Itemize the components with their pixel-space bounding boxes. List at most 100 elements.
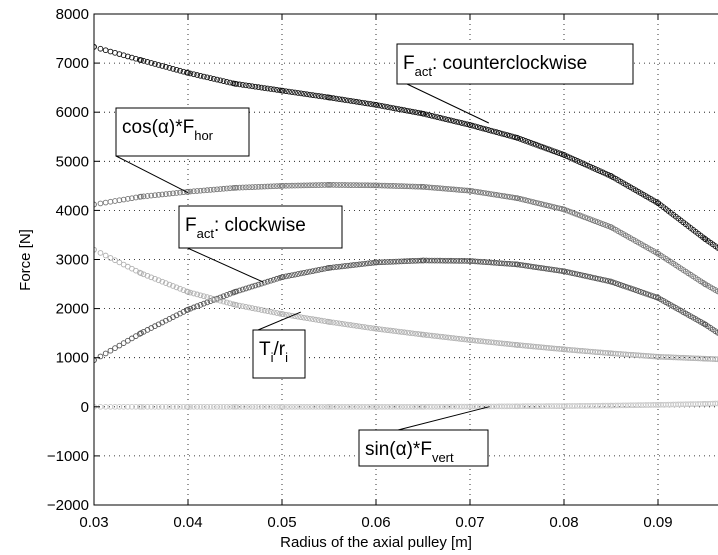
- data-point: [477, 124, 484, 131]
- data-point: [407, 183, 413, 190]
- x-tick-label: 0.07: [455, 514, 484, 531]
- data-point: [461, 120, 468, 127]
- data-point: [530, 263, 537, 270]
- data-point: [498, 130, 505, 137]
- data-point: [535, 142, 542, 149]
- data-point: [387, 403, 394, 410]
- data-point: [517, 342, 524, 349]
- data-point: [533, 141, 539, 148]
- y-tick-label: 3000: [56, 252, 89, 269]
- data-point: [227, 300, 233, 307]
- data-point: [456, 335, 462, 342]
- data-point: [336, 320, 343, 327]
- data-point: [423, 184, 430, 190]
- data-point: [364, 182, 371, 189]
- data-point: [159, 63, 166, 69]
- y-tick-label: −2000: [47, 497, 89, 514]
- data-point: [152, 192, 158, 199]
- data-point: [381, 326, 388, 333]
- data-point: [448, 186, 454, 193]
- data-point: [469, 258, 476, 265]
- data-point: [525, 263, 531, 269]
- data-point: [496, 192, 502, 199]
- data-point: [453, 118, 460, 125]
- data-point: [148, 192, 155, 199]
- data-point: [655, 200, 661, 206]
- data-point: [597, 220, 604, 226]
- data-point: [120, 196, 127, 203]
- data-point: [592, 218, 599, 225]
- data-point: [220, 185, 227, 192]
- data-point: [163, 191, 169, 197]
- data-point: [270, 403, 277, 410]
- data-point: [112, 257, 118, 264]
- data-point: [220, 78, 227, 84]
- data-point: [301, 314, 307, 321]
- data-point: [434, 403, 441, 410]
- data-point: [458, 120, 465, 126]
- data-point: [442, 116, 449, 122]
- data-point: [520, 342, 526, 349]
- data-point: [223, 185, 230, 192]
- data-point: [347, 262, 354, 269]
- data-point: [390, 258, 397, 265]
- data-point: [642, 290, 649, 297]
- data-point: [277, 403, 283, 410]
- data-point: [194, 188, 201, 194]
- data-point: [210, 296, 217, 302]
- data-point: [574, 211, 581, 218]
- y-axis-label: Force [N]: [17, 229, 34, 291]
- data-point: [190, 304, 197, 311]
- data-point: [116, 403, 123, 410]
- grid: [94, 14, 718, 505]
- data-point: [395, 106, 402, 112]
- data-point: [420, 403, 426, 410]
- data-point: [194, 72, 201, 78]
- data-point: [350, 182, 357, 188]
- data-point: [448, 257, 454, 264]
- data-point: [140, 58, 147, 64]
- data-point: [407, 108, 413, 115]
- data-point: [185, 70, 191, 76]
- data-point: [292, 182, 298, 189]
- data-point: [522, 262, 529, 269]
- data-point: [702, 355, 708, 362]
- data-point: [434, 257, 441, 264]
- data-point: [393, 403, 399, 410]
- data-point: [197, 292, 204, 299]
- data-point: [166, 281, 173, 288]
- data-point: [292, 271, 298, 278]
- data-point: [307, 268, 313, 275]
- data-point: [546, 202, 552, 209]
- data-point: [264, 403, 271, 410]
- data-point: [163, 64, 169, 70]
- data-point: [124, 53, 131, 60]
- data-point: [301, 90, 307, 97]
- data-point: [270, 276, 277, 283]
- data-point: [395, 403, 402, 410]
- data-point: [409, 108, 416, 115]
- data-point: [344, 403, 351, 410]
- data-point: [702, 321, 708, 328]
- annotation-leader-line: [406, 83, 490, 124]
- data-point: [456, 258, 462, 264]
- data-point: [501, 260, 508, 267]
- data-point: [412, 330, 419, 337]
- data-point: [301, 182, 307, 189]
- data-point: [326, 319, 332, 325]
- data-point: [373, 325, 379, 332]
- data-point: [437, 185, 443, 192]
- data-point: [201, 187, 207, 194]
- data-point: [277, 183, 283, 189]
- data-point: [243, 403, 249, 410]
- data-point: [381, 259, 388, 265]
- data-point: [243, 285, 249, 292]
- data-point: [187, 188, 194, 195]
- data-point: [475, 124, 481, 130]
- data-point: [140, 403, 147, 410]
- data-point: [461, 187, 468, 194]
- data-point: [395, 183, 402, 189]
- data-point: [493, 339, 500, 346]
- data-point: [214, 296, 220, 303]
- data-point: [381, 103, 388, 110]
